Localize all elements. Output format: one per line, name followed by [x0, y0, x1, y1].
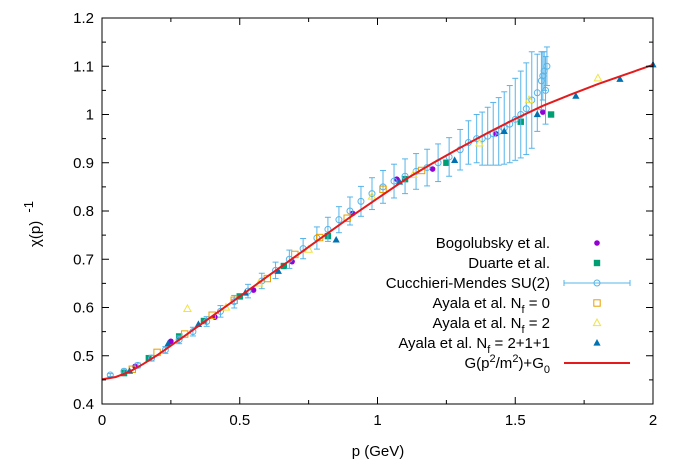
y-tick-label: 1.2 [73, 10, 94, 27]
y-tick-label: 1.1 [73, 58, 94, 75]
data-point [346, 207, 354, 215]
data-point [368, 190, 376, 198]
data-point [542, 86, 550, 94]
data-point [495, 127, 503, 135]
legend-item: Ayala et al. Nf = 2+1+1 [398, 335, 601, 356]
data-point [148, 354, 156, 362]
y-tick-label: 0.5 [73, 348, 94, 365]
data-point [379, 185, 387, 193]
y-tick-label: 0.8 [73, 203, 94, 220]
x-tick-label: 1.5 [505, 412, 526, 429]
data-point [280, 262, 288, 270]
data-point [547, 111, 555, 118]
data-point [357, 197, 365, 205]
legend-label: Ayala et al. Nf = 2 [433, 315, 550, 336]
legend-marker [593, 259, 601, 267]
legend-item: Cucchieri-Mendes SU(2) [386, 275, 631, 292]
legend: Bogolubsky et al. Duarte et al. Cucchieri-… [386, 235, 631, 376]
data-point [335, 216, 343, 224]
y-axis-label-sup: -1 [21, 201, 36, 213]
x-tick-label: 0 [98, 412, 106, 429]
data-point [182, 303, 192, 313]
data-point [451, 156, 459, 163]
series-3 [106, 46, 551, 379]
data-point [230, 296, 238, 304]
data-point [540, 109, 546, 115]
data-point [572, 92, 580, 99]
legend-marker [592, 317, 602, 327]
legend-marker [593, 279, 601, 287]
data-point [616, 75, 624, 82]
data-point [417, 166, 426, 175]
y-tick-label: 0.4 [73, 396, 94, 413]
data-point [524, 94, 534, 104]
axes: 0 0.5 1 1.5 2 0.4 0.5 0.6 0.7 0.8 0.9 1 1.1 1.2 [73, 10, 657, 429]
data-point [343, 214, 351, 222]
legend-label: G(p2/m2)+G0 [465, 353, 551, 376]
legend-item: Duarte et al. [468, 255, 601, 272]
x-axis-label: p (GeV) [352, 443, 405, 460]
legend-label: Ayala et al. Nf = 2+1+1 [398, 335, 550, 356]
series-6 [125, 60, 657, 374]
y-axis-label: χ(p) -1 [21, 201, 44, 247]
legend-item: G(p2/m2)+G0 [465, 353, 630, 376]
data-point [161, 346, 169, 354]
data-point [332, 235, 340, 243]
svg-text:χ(p) -1: χ(p) -1 [21, 201, 44, 247]
fit-curve [101, 63, 654, 381]
x-tick-label: 1 [373, 412, 381, 429]
legend-label: Bogolubsky et al. [436, 235, 550, 252]
data-point [164, 339, 172, 347]
y-tick-label: 0.9 [73, 155, 94, 172]
data-point [208, 311, 216, 319]
data-point [533, 110, 541, 118]
data-point [443, 159, 450, 166]
data-point [474, 138, 484, 147]
plot-frame [101, 17, 654, 405]
legend-item: Ayala et al. Nf = 0 [433, 295, 601, 316]
data-point [390, 177, 398, 185]
data-point [543, 62, 551, 70]
plot-area [101, 46, 657, 381]
legend-marker [593, 339, 601, 346]
data-point [593, 73, 603, 82]
y-tick-label: 0.7 [73, 251, 94, 268]
y-tick-label: 0.6 [73, 300, 94, 317]
legend-marker [593, 299, 601, 307]
data-point [500, 127, 508, 134]
legend-item: Bogolubsky et al. [436, 235, 600, 252]
y-tick-label: 1 [86, 107, 94, 124]
legend-marker [594, 240, 600, 246]
data-point [533, 89, 541, 97]
legend-item: Ayala et al. Nf = 2 [433, 315, 602, 336]
x-tick-label: 2 [649, 412, 657, 429]
legend-label: Cucchieri-Mendes SU(2) [386, 275, 550, 292]
data-point [175, 336, 183, 344]
data-point [367, 191, 377, 200]
legend-label: Ayala et al. Nf = 0 [433, 295, 550, 316]
y-axis-label-main: χ(p) [27, 221, 44, 247]
data-point [429, 166, 436, 172]
data-point [522, 105, 530, 113]
x-tick-label: 0.5 [229, 412, 250, 429]
legend-label: Duarte et al. [468, 255, 550, 272]
series-7 [101, 63, 654, 381]
data-point [274, 267, 282, 274]
